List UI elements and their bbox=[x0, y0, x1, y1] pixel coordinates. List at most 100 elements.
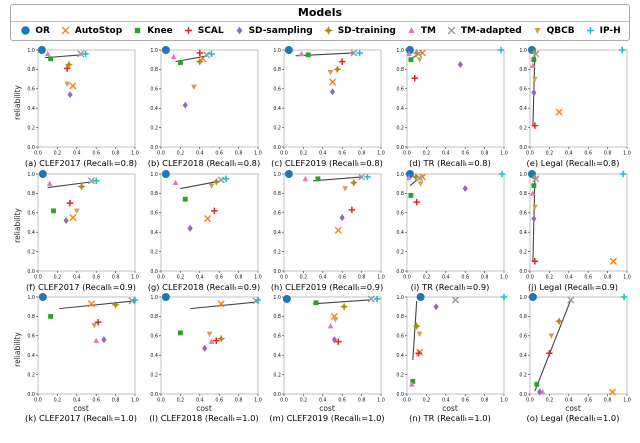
svg-text:0.4: 0.4 bbox=[565, 151, 573, 157]
marker-tm-adapted bbox=[567, 296, 575, 304]
marker-knee bbox=[177, 60, 183, 66]
marker-ip-h bbox=[500, 293, 508, 301]
svg-text:1.0: 1.0 bbox=[519, 295, 527, 301]
svg-text:1.0: 1.0 bbox=[254, 151, 262, 157]
svg-text:1.0: 1.0 bbox=[27, 295, 35, 301]
marker-or bbox=[161, 169, 170, 178]
plot-cell-e: 0.0 0.0 0.2 0.2 0.4 0.4 0.6 0.6 0.8 0.8 1.0 1.0 (e) … bbox=[511, 46, 631, 169]
svg-text:0.4: 0.4 bbox=[73, 274, 81, 280]
marker-knee bbox=[305, 52, 311, 58]
svg-text:0.8: 0.8 bbox=[604, 274, 612, 280]
marker-ip-h bbox=[356, 49, 363, 57]
marker-ip-h bbox=[82, 50, 89, 58]
svg-text:0.6: 0.6 bbox=[27, 87, 35, 93]
marker-tm-adapted bbox=[203, 51, 210, 59]
marker-sd-sampling bbox=[531, 214, 537, 222]
marker-or bbox=[416, 293, 425, 302]
svg-text:0.0: 0.0 bbox=[519, 392, 527, 398]
svg-text:0.8: 0.8 bbox=[481, 151, 489, 157]
svg-text:0.4: 0.4 bbox=[565, 398, 573, 404]
svg-text:0.8: 0.8 bbox=[112, 151, 120, 157]
plot-cell-k: reliability 0.0 0.0 0.2 0.2 0.4 0.4 0.6 0.6 0.8 0.… bbox=[9, 293, 139, 424]
legend-item-sd-sampling: SD-sampling bbox=[233, 25, 313, 36]
svg-text:0.2: 0.2 bbox=[396, 125, 404, 131]
svg-text:0.2: 0.2 bbox=[177, 398, 185, 404]
svg-text:0.4: 0.4 bbox=[27, 353, 35, 359]
subplot-caption-o: (o) Legal (Recallₜ=1.0) bbox=[526, 413, 620, 424]
svg-text:0.0: 0.0 bbox=[157, 398, 165, 404]
marker-autostop bbox=[555, 108, 563, 116]
marker-or bbox=[405, 46, 414, 54]
marker-sd-sampling bbox=[67, 91, 73, 99]
legend-item-label: TM bbox=[420, 25, 436, 36]
svg-text:0.6: 0.6 bbox=[27, 334, 35, 340]
y-axis-label: reliability bbox=[12, 331, 22, 367]
svg-text:0.2: 0.2 bbox=[150, 125, 158, 131]
marker-tm-adapted bbox=[358, 173, 366, 180]
svg-text:0.4: 0.4 bbox=[150, 230, 158, 236]
subplot-m: 0.00.0 0.2 0.2 0.4 0.4 0.6 0.6 0.8 0.8 1.0 1.0 bbox=[273, 295, 384, 404]
marker-qbcb bbox=[64, 81, 70, 88]
svg-text:0.6: 0.6 bbox=[519, 210, 527, 216]
svg-text:0.0: 0.0 bbox=[150, 268, 158, 274]
svg-text:0.6: 0.6 bbox=[396, 334, 404, 340]
y-axis-label-wrap: reliability bbox=[11, 170, 23, 282]
svg-text:1.0: 1.0 bbox=[519, 48, 527, 54]
plot-cell-n: 0.0 0.0 0.2 0.2 0.4 0.4 0.6 0.6 0.8 0.8 1.0 1.0 cost… bbox=[388, 293, 508, 424]
marker-ip-h bbox=[92, 177, 100, 184]
marker-sd-sampling bbox=[462, 184, 468, 192]
marker-tm bbox=[93, 337, 100, 344]
svg-text:0.8: 0.8 bbox=[273, 191, 281, 197]
legend-item-label: IP-H bbox=[599, 25, 621, 36]
marker-sd-training bbox=[349, 178, 358, 187]
marker-tm-adapted bbox=[217, 175, 225, 183]
svg-text:0.2: 0.2 bbox=[519, 125, 527, 131]
subplot-caption-n: (n) TR (Recallₜ=1.0) bbox=[409, 413, 491, 424]
marker-ip-h bbox=[620, 293, 628, 301]
svg-text:1.0: 1.0 bbox=[273, 171, 281, 177]
svg-text:0.8: 0.8 bbox=[27, 67, 35, 73]
svg-text:0.8: 0.8 bbox=[604, 151, 612, 157]
plot-cell-m: 0.0 0.0 0.2 0.2 0.4 0.4 0.6 0.6 0.8 0.8 1.0 1.0 cost… bbox=[265, 293, 385, 424]
marker-autostop bbox=[69, 213, 77, 221]
svg-text:1.0: 1.0 bbox=[623, 274, 631, 280]
svg-text:0.2: 0.2 bbox=[423, 151, 431, 157]
subplot-h: 0.00.0 0.2 0.2 0.4 0.4 0.6 0.6 0.8 0.8 1.0 1.0 bbox=[273, 169, 385, 280]
svg-text:0.2: 0.2 bbox=[519, 249, 527, 255]
svg-text:0.6: 0.6 bbox=[215, 151, 223, 157]
svg-text:1.0: 1.0 bbox=[131, 151, 139, 157]
svg-text:0.4: 0.4 bbox=[442, 274, 450, 280]
subplot-l: 0.00.0 0.2 0.2 0.4 0.4 0.6 0.6 0.8 0.8 1.0 1.0 bbox=[150, 293, 262, 404]
svg-text:1.0: 1.0 bbox=[131, 274, 139, 280]
svg-text:0.6: 0.6 bbox=[27, 210, 35, 216]
svg-text:0.0: 0.0 bbox=[273, 268, 281, 274]
square-marker-icon bbox=[134, 27, 141, 34]
svg-text:1.0: 1.0 bbox=[396, 48, 404, 54]
svg-text:0.6: 0.6 bbox=[273, 210, 281, 216]
svg-text:0.6: 0.6 bbox=[150, 87, 158, 93]
svg-text:1.0: 1.0 bbox=[27, 48, 35, 54]
svg-text:0.6: 0.6 bbox=[150, 210, 158, 216]
marker-sd-sampling bbox=[63, 216, 69, 224]
marker-qbcb bbox=[208, 182, 215, 189]
marker-knee bbox=[182, 196, 188, 202]
marker-scal bbox=[413, 198, 420, 205]
marker-ip-h bbox=[373, 295, 381, 303]
marker-tm bbox=[406, 174, 412, 180]
svg-text:0.0: 0.0 bbox=[157, 274, 165, 280]
marker-or bbox=[528, 293, 537, 302]
subplot-caption-m: (m) CLEF2019 (Recallₜ=1.0) bbox=[269, 413, 385, 424]
svg-text:0.0: 0.0 bbox=[280, 398, 288, 404]
svg-text:0.8: 0.8 bbox=[481, 398, 489, 404]
svg-text:0.4: 0.4 bbox=[150, 106, 158, 112]
svg-text:0.4: 0.4 bbox=[150, 353, 158, 359]
marker-knee bbox=[531, 182, 537, 188]
svg-text:0.0: 0.0 bbox=[403, 274, 411, 280]
marker-knee bbox=[48, 56, 54, 62]
svg-text:0.2: 0.2 bbox=[546, 151, 554, 157]
marker-scal bbox=[338, 58, 346, 65]
legend-item-label: Knee bbox=[147, 25, 173, 36]
marker-ip-h bbox=[619, 170, 627, 177]
marker-autostop bbox=[416, 348, 424, 356]
svg-text:1.0: 1.0 bbox=[623, 151, 631, 157]
